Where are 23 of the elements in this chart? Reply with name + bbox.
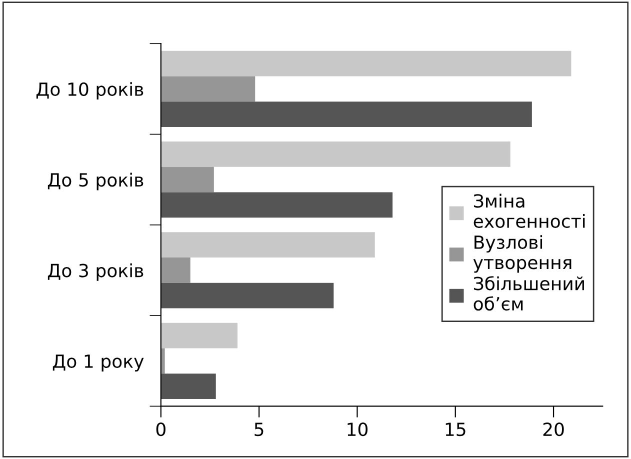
bar bbox=[160, 192, 393, 218]
bar bbox=[160, 142, 510, 167]
bar bbox=[160, 322, 238, 348]
x-tick-label: 10 bbox=[348, 422, 368, 436]
bar bbox=[160, 166, 214, 192]
bar bbox=[160, 374, 216, 399]
legend-label: Збільшений об’єм bbox=[474, 276, 584, 311]
x-tick-label: 20 bbox=[543, 422, 564, 436]
bar bbox=[160, 102, 532, 128]
y-tick-label: До 10 років bbox=[36, 82, 144, 100]
bar bbox=[160, 76, 256, 102]
y-tick-label: До 1 року bbox=[52, 354, 144, 372]
legend-label: Вузлові утворення bbox=[473, 235, 572, 273]
bar bbox=[160, 50, 572, 76]
bar bbox=[160, 232, 375, 258]
legend-label: Зміна ехогенності bbox=[474, 194, 585, 228]
x-tick-label: 15 bbox=[446, 422, 466, 436]
x-tick-label: 0 bbox=[156, 422, 166, 436]
y-tick-label: До 5 років bbox=[48, 172, 144, 190]
y-tick-label: До 3 років bbox=[48, 263, 144, 281]
x-tick-label: 5 bbox=[254, 422, 264, 436]
bar bbox=[160, 282, 334, 308]
bar bbox=[160, 258, 190, 283]
